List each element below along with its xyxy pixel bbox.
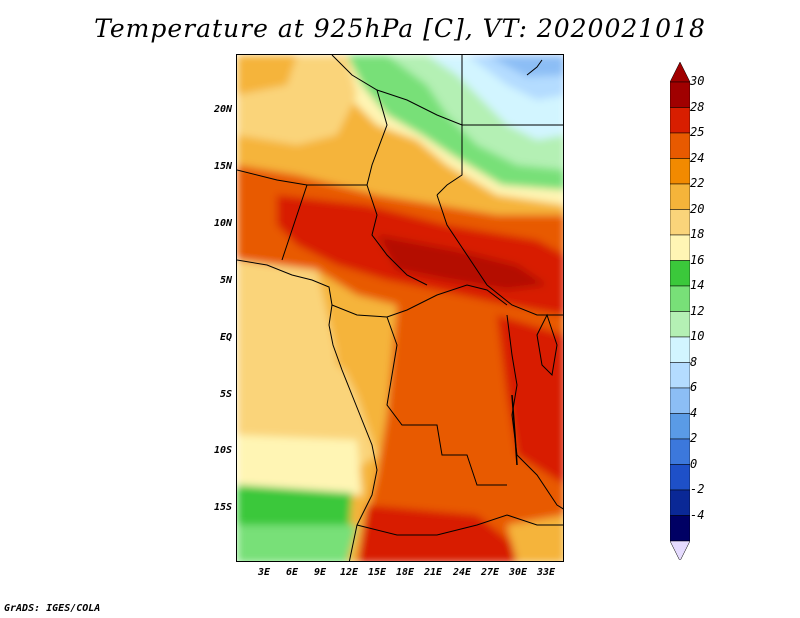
y-tick-label: 5S bbox=[219, 389, 232, 400]
colorbar-swatch bbox=[670, 464, 690, 491]
x-tick-label: 27E bbox=[480, 567, 500, 578]
x-tick-label: 18E bbox=[395, 567, 415, 578]
colorbar-swatch bbox=[670, 311, 690, 338]
x-tick-label: 24E bbox=[452, 567, 472, 578]
border-south-sudan bbox=[436, 194, 563, 316]
border-egypt-sudan bbox=[436, 125, 463, 196]
x-tick-label: 12E bbox=[339, 567, 359, 578]
border-car-congo bbox=[331, 284, 508, 318]
temperature-map bbox=[236, 54, 564, 562]
border-drc-angola bbox=[386, 316, 507, 486]
colorbar-label: 10 bbox=[690, 329, 705, 343]
colorbar-label: 2 bbox=[690, 431, 698, 445]
x-tick-label: 3E bbox=[257, 567, 271, 578]
x-tick-label: 21E bbox=[423, 567, 443, 578]
colorbar-swatch bbox=[670, 183, 690, 210]
colorbar-under-arrow bbox=[670, 540, 690, 560]
colorbar-label: 12 bbox=[690, 303, 705, 318]
zone-22c-southeast bbox=[507, 515, 563, 561]
y-tick-label: 5N bbox=[219, 275, 232, 286]
colorbar-label: 4 bbox=[690, 405, 698, 420]
colorbar-swatch bbox=[670, 336, 690, 363]
colorbar-swatch bbox=[670, 489, 690, 516]
colorbar-swatch bbox=[670, 132, 690, 159]
colorbar-label: 30 bbox=[690, 74, 705, 88]
zone-14c-atlantic bbox=[237, 525, 357, 561]
x-tick-label: 9E bbox=[313, 567, 327, 578]
boundaries bbox=[237, 55, 563, 561]
x-tick-label: 6E bbox=[285, 567, 299, 578]
chart-title: Temperature at 925hPa [C], VT: 202002101… bbox=[94, 14, 706, 43]
colorbar-swatch bbox=[670, 158, 690, 185]
colorbar-swatch bbox=[670, 234, 690, 261]
colorbar-label: 18 bbox=[690, 227, 705, 241]
y-tick-label: 10N bbox=[213, 218, 232, 229]
colorbar-label: 6 bbox=[690, 380, 698, 394]
lake-tanganyika bbox=[511, 394, 518, 466]
x-tick-label: 15E bbox=[367, 567, 387, 578]
coastline-red-sea bbox=[526, 59, 543, 76]
colorbar bbox=[670, 61, 690, 560]
colorbar-over-arrow bbox=[670, 61, 690, 83]
y-tick-label: 15S bbox=[213, 502, 232, 513]
colorbar-swatch bbox=[670, 515, 690, 542]
colorbar-label: 8 bbox=[690, 354, 698, 369]
zone-28c-east bbox=[497, 315, 563, 484]
x-tick-label: 30E bbox=[508, 567, 528, 578]
lake-victoria bbox=[536, 313, 558, 377]
zone-30c-belt bbox=[377, 235, 547, 290]
colorbar-swatch bbox=[670, 260, 690, 287]
border-chad bbox=[366, 89, 428, 286]
colorbar-label: 28 bbox=[690, 99, 705, 114]
colorbar-label: 25 bbox=[690, 125, 705, 139]
zone-18c-atlantic bbox=[237, 435, 362, 495]
colorbar-label: 22 bbox=[690, 176, 705, 190]
y-tick-label: EQ bbox=[219, 332, 232, 343]
x-tick-label: 33E bbox=[536, 567, 556, 578]
zone-22c-gabon bbox=[332, 315, 387, 385]
credit-text: GrADS: IGES/COLA bbox=[4, 603, 101, 614]
colorbar-swatch bbox=[670, 285, 690, 312]
colorbar-swatch bbox=[670, 362, 690, 389]
map-canvas bbox=[237, 55, 563, 561]
colorbar-swatch bbox=[670, 387, 690, 414]
y-tick-label: 10S bbox=[213, 445, 232, 456]
border-angola-namibia bbox=[356, 514, 563, 536]
colorbar-label: 0 bbox=[690, 456, 698, 471]
coastline-atlantic bbox=[237, 259, 378, 561]
border-benin bbox=[281, 184, 308, 261]
zone-20c-atlantic bbox=[237, 260, 377, 475]
colorbar-label: 16 bbox=[690, 252, 705, 267]
colorbar-label: -2 bbox=[690, 482, 705, 496]
colorbar-swatch bbox=[670, 81, 690, 108]
colorbar-swatch bbox=[670, 413, 690, 440]
colorbar-label: 20 bbox=[690, 201, 705, 216]
zone-6c-north bbox=[487, 55, 563, 77]
zone-22c-northwest bbox=[237, 55, 297, 95]
colorbar-label: -4 bbox=[690, 507, 705, 522]
colorbar-label: 24 bbox=[690, 150, 705, 165]
colorbar-label: 14 bbox=[690, 278, 705, 292]
y-tick-label: 20N bbox=[213, 104, 232, 115]
colorbar-swatch bbox=[670, 107, 690, 134]
colorbar-swatch bbox=[670, 438, 690, 465]
colorbar-swatch bbox=[670, 209, 690, 236]
y-tick-label: 15N bbox=[213, 161, 232, 172]
